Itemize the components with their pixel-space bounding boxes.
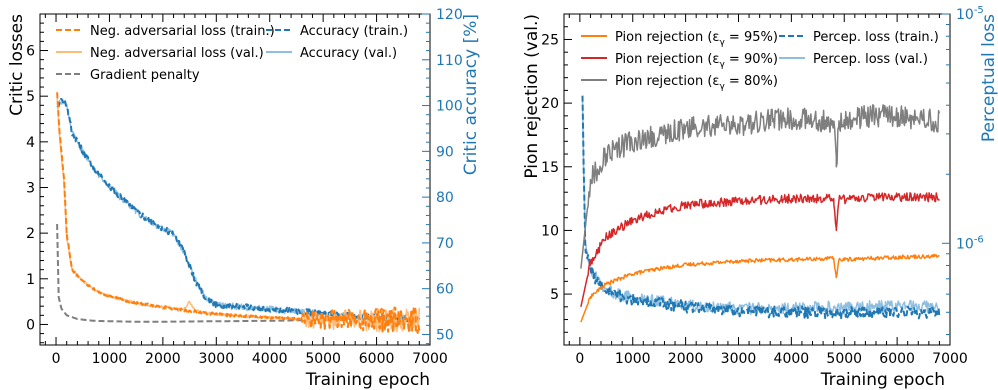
x-tick-label: 1000	[92, 351, 128, 367]
legend-label: Accuracy (val.)	[300, 46, 397, 61]
pion-panel: 0 1000 2000 3000 4000 5000 6000 7000 510152025 …	[522, 5, 998, 390]
x-tick-label: 3000	[721, 351, 757, 367]
y2-tick-label: 100	[436, 99, 463, 115]
legend-label: Neg. adversarial loss (train.)	[90, 24, 275, 39]
pion-series	[580, 95, 941, 323]
legend-label: Pion rejection (εγ = 95%)	[615, 30, 778, 48]
y-tick-label: 5	[26, 89, 35, 105]
series-line	[56, 98, 420, 323]
pion-legend: Pion rejection (εγ = 95%) Pion rejection …	[581, 30, 939, 92]
x-tick-label: 6000	[359, 351, 395, 367]
y2-tick-label: 110	[436, 53, 463, 69]
series-area	[56, 92, 421, 334]
pion-y2-axis-label: Perceptual loss	[979, 14, 998, 142]
pion-x-ticks: 0 1000 2000 3000 4000 5000 6000 7000	[568, 14, 968, 367]
critic-series	[56, 92, 421, 334]
y2-tick-label: 70	[436, 236, 454, 252]
x-tick-label: 1000	[615, 351, 651, 367]
x-tick-label: 6000	[879, 351, 915, 367]
legend-label: Accuracy (train.)	[300, 24, 408, 39]
series-line	[580, 104, 941, 269]
y-tick-label: 10	[541, 223, 559, 239]
y-tick-label: 4	[26, 135, 35, 151]
x-tick-label: 7000	[412, 351, 448, 367]
y-tick-label: 15	[541, 160, 559, 176]
y-tick-label: 1	[26, 272, 35, 288]
legend-label: Pion rejection (εγ = 90%)	[615, 52, 778, 70]
critic-y2-ticks: 50 60 70 80 90 100 110 120	[422, 7, 463, 345]
x-tick-label: 5000	[305, 351, 341, 367]
critic-x-ticks: 0 1000 2000 3000 4000 5000 6000 7000	[44, 14, 448, 367]
series-line	[580, 253, 940, 323]
y2-tick-label: 10-5	[956, 5, 984, 23]
critic-y2-axis-label: Critic accuracy [%]	[461, 14, 481, 175]
series-line	[581, 97, 941, 316]
y2-tick-label: 60	[436, 282, 454, 298]
series-line	[56, 223, 420, 323]
y2-tick-label: 80	[436, 190, 454, 206]
pion-y-axis-label: Pion rejection (val.)	[522, 14, 542, 179]
x-tick-label: 4000	[252, 351, 288, 367]
y2-tick-label: 120	[436, 7, 463, 23]
legend-label: Pion rejection (εγ = 80%)	[615, 74, 778, 92]
y-tick-label: 0	[26, 317, 35, 333]
legend-label: Neg. adversarial loss (val.)	[90, 46, 264, 61]
pion-y-ticks: 5 10 15 20 25	[541, 13, 572, 346]
y-tick-label: 5	[550, 287, 559, 303]
y-tick-label: 2	[26, 226, 35, 242]
y2-tick-label: 50	[436, 327, 454, 343]
critic-panel: 0 1000 2000 3000 4000 5000 6000 7000 0 1 2 3 4 5 6 50…	[7, 7, 481, 390]
series-area	[580, 95, 941, 323]
pion-y2-ticks: 10-6 10-5	[942, 5, 984, 336]
critic-plot-frame	[39, 13, 431, 346]
critic-legend: Neg. adversarial loss (train.) Neg. adver…	[56, 24, 408, 83]
y-tick-label: 20	[541, 96, 559, 112]
x-tick-label: 2000	[668, 351, 704, 367]
y-tick-label: 3	[26, 180, 35, 196]
legend-label: Gradient penalty	[90, 68, 200, 83]
critic-y-ticks: 0 1 2 3 4 5 6	[26, 13, 48, 344]
x-tick-label: 2000	[145, 351, 181, 367]
y2-tick-label: 90	[436, 144, 454, 160]
y-tick-label: 25	[541, 32, 559, 48]
x-tick-label: 7000	[932, 351, 968, 367]
y-tick-label: 6	[26, 44, 35, 60]
series-line	[581, 95, 941, 320]
y2-tick-label: 10-6	[956, 234, 984, 252]
critic-y-axis-label: Critic losses	[7, 14, 27, 116]
pion-x-axis-label: Training epoch	[820, 370, 945, 390]
series-line	[56, 92, 421, 334]
legend-label: Percep. loss (train.)	[813, 30, 939, 45]
x-tick-label: 3000	[198, 351, 234, 367]
critic-x-axis-label: Training epoch	[305, 370, 430, 390]
x-tick-label: 0	[52, 351, 61, 367]
x-tick-label: 0	[575, 351, 584, 367]
x-tick-label: 5000	[826, 351, 862, 367]
series-line	[56, 97, 421, 323]
series-line	[580, 192, 940, 307]
x-tick-label: 4000	[774, 351, 810, 367]
legend-label: Percep. loss (val.)	[813, 52, 928, 67]
